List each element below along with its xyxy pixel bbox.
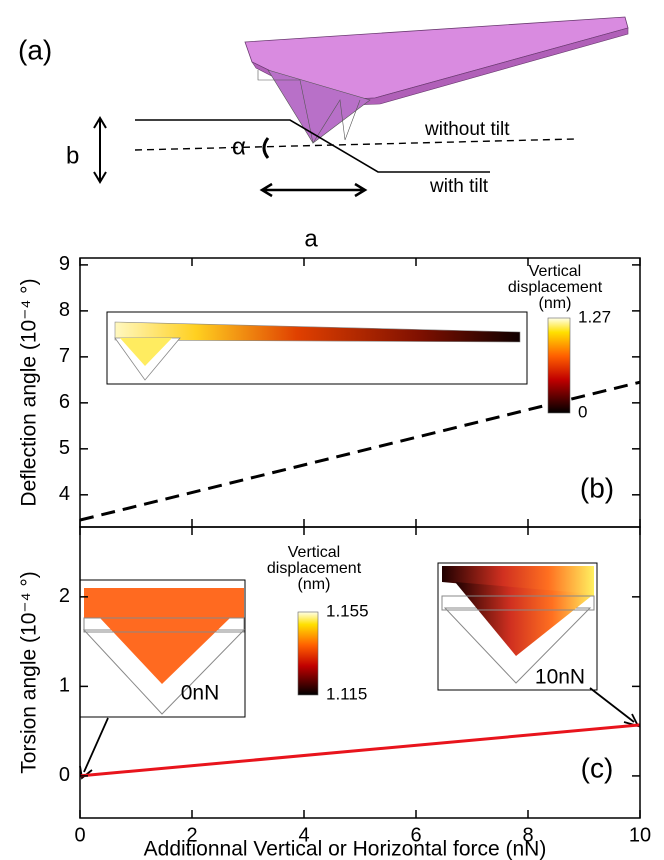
diagram: (a) b α without tilt with tilt a: [18, 16, 629, 252]
x-tick-label: 10: [629, 824, 651, 846]
a-label: a: [304, 225, 318, 252]
inset-frame: [106, 311, 528, 385]
panel-label: (b): [580, 472, 614, 503]
y-tick-label: 9: [59, 253, 70, 275]
y-axis-label: Torsion angle (10⁻⁴ °): [18, 571, 41, 773]
b-label: b: [66, 142, 79, 169]
inset-b: [106, 311, 528, 385]
arrow-10nN: [589, 687, 640, 728]
data-line: [80, 723, 640, 778]
inset-top: [442, 566, 594, 596]
colorbar-label: 1.155: [326, 601, 369, 620]
colorbar-title: (nm): [298, 576, 331, 593]
colorbar-title: displacement: [508, 279, 603, 296]
inset-c-left: [79, 579, 246, 718]
without-tilt-label: without tilt: [424, 119, 510, 140]
with-tilt-line: [135, 119, 490, 173]
y-tick-label: 6: [59, 391, 70, 413]
inset-beam: [441, 595, 595, 611]
panel-label: (a): [18, 34, 52, 65]
plot: [80, 380, 640, 522]
a-arrow: [259, 182, 368, 198]
inset-beam: [83, 617, 245, 633]
colorbar-label: 1.115: [326, 684, 367, 703]
inset-label: 0nN: [181, 682, 220, 705]
y-tick-label: 2: [59, 585, 70, 607]
x-axis-label: Additionnal Vertical or Horizontal force…: [144, 838, 547, 860]
y-tick-label: 1: [59, 675, 70, 697]
tip: [267, 69, 371, 144]
x-tick-label: 4: [298, 824, 309, 846]
inset-tip-fill: [100, 618, 230, 684]
x-tick-label: 0: [74, 824, 85, 846]
arrow-0nN: [79, 717, 109, 780]
x-tick-label: 6: [410, 824, 421, 846]
colorbar: [297, 611, 319, 696]
x-tick-label: 2: [186, 824, 197, 846]
y-tick-label: 0: [59, 764, 70, 786]
inset-beam: [114, 321, 521, 343]
colorbar-title: displacement: [267, 560, 362, 577]
y-tick-label: 7: [59, 345, 70, 367]
tip-edges: [257, 70, 361, 144]
y-tick-label: 5: [59, 437, 70, 459]
panel-label: (c): [581, 752, 614, 783]
y-tick-label: 4: [59, 483, 70, 505]
plot: [80, 723, 640, 778]
inset-label: 10nN: [535, 666, 585, 689]
y-tick-label: 8: [59, 299, 70, 321]
plot-frame: [79, 526, 641, 819]
inset-tip-fill: [120, 338, 172, 366]
y-axis-label: Deflection angle (10⁻⁴ °): [18, 278, 41, 506]
b-arrow: [93, 116, 107, 184]
inset-tip-fill: [455, 582, 594, 656]
inset-c-right: [437, 562, 598, 691]
colorbar: [547, 317, 571, 414]
colorbar-title: (nm): [539, 295, 572, 312]
data-line: [80, 380, 640, 522]
colorbar-label: 1.27: [578, 307, 611, 326]
colorbar-label: 0: [578, 402, 587, 421]
colorbar-title: Vertical: [529, 263, 581, 280]
alpha-arc: [262, 137, 270, 159]
without-tilt-line: [134, 138, 576, 151]
alpha-label: α: [232, 133, 246, 160]
inset-top: [84, 588, 244, 618]
with-tilt-label: with tilt: [429, 176, 489, 197]
x-tick-label: 8: [522, 824, 533, 846]
colorbar-title: Vertical: [288, 544, 340, 561]
